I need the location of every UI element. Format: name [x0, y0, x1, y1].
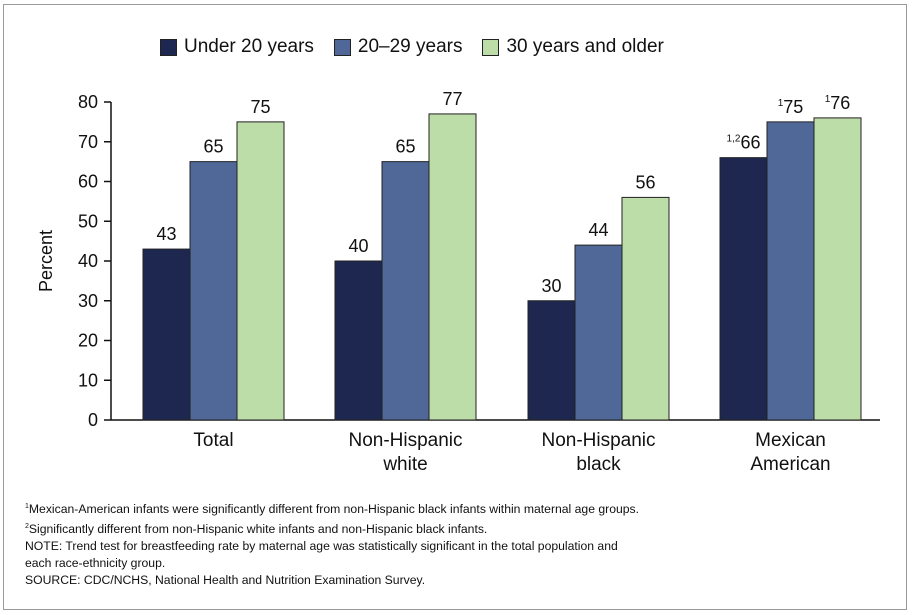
data-label: 175 — [778, 97, 804, 117]
chart-legend: Under 20 years 20–29 years 30 years and … — [160, 36, 684, 58]
bar — [574, 244, 623, 421]
y-tick-label: 0 — [88, 410, 98, 430]
legend-label-30-older: 30 years and older — [506, 36, 664, 57]
y-tick-label: 70 — [78, 132, 98, 152]
bar-chart: 0 10 20 30 40 50 60 70 80 Percent 43 40 30 1,266 65 65 4… — [36, 89, 880, 475]
legend-label-under-20: Under 20 years — [184, 36, 314, 57]
bar — [766, 121, 815, 421]
y-tick-label: 10 — [78, 370, 98, 390]
data-label-value: 66 — [740, 133, 760, 153]
legend-item-under-20: Under 20 years — [160, 36, 314, 58]
y-tick-label: 40 — [78, 251, 98, 271]
legend-swatch-20-29 — [333, 38, 351, 56]
bar — [142, 248, 191, 421]
bar — [428, 113, 477, 421]
bar — [719, 157, 768, 421]
y-tick-label: 50 — [78, 211, 98, 231]
footnote-1-text: Mexican-American infants were significan… — [28, 502, 640, 516]
footnote-2: 2Significantly different from non-Hispan… — [25, 518, 895, 538]
footnote-1-marker: 1 — [25, 503, 29, 510]
data-label: 75 — [250, 97, 270, 117]
data-label-superscript: 1 — [825, 94, 831, 105]
x-category-label: Total — [193, 430, 233, 451]
data-label: 56 — [635, 172, 655, 192]
data-label: 43 — [156, 224, 176, 244]
x-category-label: white — [382, 454, 427, 475]
data-label: 44 — [588, 220, 608, 240]
note-line-1: NOTE: Trend test for breastfeeding rate … — [25, 539, 618, 553]
x-category-label: black — [576, 454, 621, 475]
bar — [527, 300, 576, 421]
bar — [334, 260, 383, 421]
bar — [189, 161, 238, 421]
y-tick-label: 60 — [78, 172, 98, 192]
data-label: 40 — [348, 236, 368, 256]
y-axis-label: Percent — [36, 230, 56, 292]
x-category-label: Non-Hispanic — [348, 430, 462, 451]
bar — [381, 161, 430, 421]
data-label-superscript: 1 — [778, 98, 784, 109]
y-tick-label: 80 — [78, 92, 98, 112]
legend-swatch-under-20 — [160, 38, 177, 56]
legend-label-20-29: 20–29 years — [357, 36, 463, 57]
data-label: 77 — [442, 89, 462, 109]
bar — [813, 117, 862, 421]
legend-swatch-30-older — [482, 38, 500, 56]
x-category-label: Non-Hispanic — [541, 430, 655, 451]
data-label: 30 — [541, 276, 561, 296]
footnote-2-text: Significantly different from non-Hispani… — [28, 522, 488, 536]
data-label-value: 75 — [783, 97, 803, 117]
data-label: 1,266 — [727, 133, 761, 153]
bar — [621, 196, 670, 421]
footnotes: 1Mexican-American infants were significa… — [25, 498, 895, 589]
x-category-label: Mexican — [755, 430, 826, 451]
bar — [236, 121, 285, 421]
footnote-2-marker: 2 — [25, 523, 29, 530]
y-tick-label: 30 — [78, 291, 98, 311]
figure-frame — [3, 4, 907, 610]
source-line: SOURCE: CDC/NCHS, National Health and Nu… — [25, 573, 426, 587]
data-label: 65 — [395, 137, 415, 157]
data-label-value: 76 — [830, 93, 850, 113]
y-tick-label: 20 — [78, 331, 98, 351]
data-label-superscript: 1,2 — [727, 134, 741, 145]
legend-item-30-older: 30 years and older — [482, 36, 664, 58]
data-label: 176 — [825, 93, 851, 113]
footnote-1: 1Mexican-American infants were significa… — [25, 498, 895, 518]
x-category-label: American — [750, 454, 830, 475]
note-line-2: each race-ethnicity group. — [25, 556, 166, 570]
legend-item-20-29: 20–29 years — [333, 36, 463, 58]
data-label: 65 — [203, 137, 223, 157]
